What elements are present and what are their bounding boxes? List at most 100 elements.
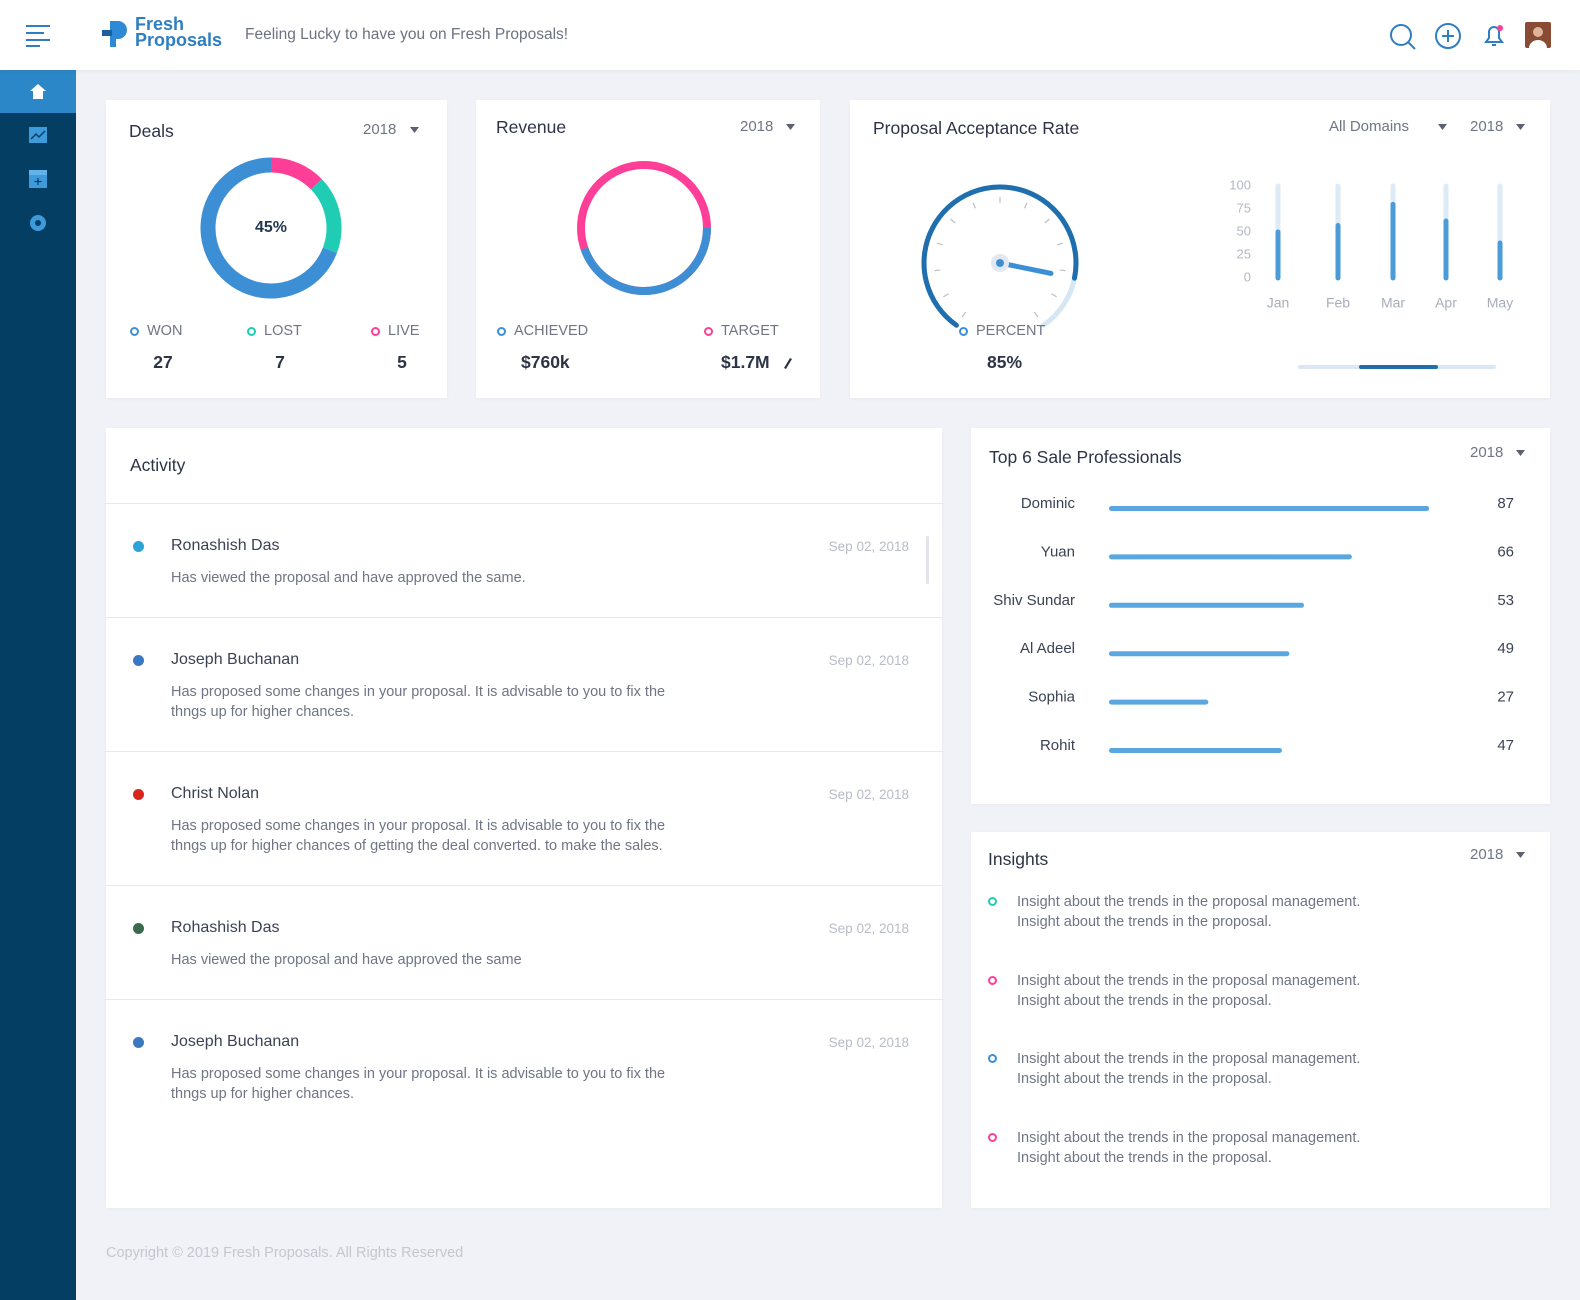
activity-date: Sep 02, 2018 xyxy=(828,921,909,936)
donut-segment xyxy=(270,157,322,190)
activity-icon xyxy=(133,655,144,666)
x-tick-label: Mar xyxy=(1381,295,1405,311)
gauge-tick xyxy=(1033,311,1039,318)
legend-dot xyxy=(988,975,997,985)
bar xyxy=(1109,748,1282,753)
gauge-tick xyxy=(943,293,949,298)
legend-value: 7 xyxy=(275,352,285,372)
insight-text: Insight about the trends in the proposal… xyxy=(1017,894,1361,930)
year-select[interactable]: 2018 xyxy=(740,118,774,135)
legend-label: TARGET xyxy=(721,323,779,339)
legend-dot xyxy=(704,327,713,336)
legend-value: 27 xyxy=(153,352,173,372)
insights-card: Insights 2018 Insight about the trends i… xyxy=(971,832,1550,1208)
y-tick-label: 100 xyxy=(1229,177,1251,192)
search-button[interactable] xyxy=(1388,22,1418,52)
nav-calendar[interactable] xyxy=(29,170,47,188)
year-select[interactable]: 2018 xyxy=(1470,846,1504,863)
gauge-tick xyxy=(934,269,941,272)
card-title: Proposal Acceptance Rate xyxy=(873,118,1080,138)
carousel-scroll[interactable] xyxy=(1298,364,1498,370)
activity-text: Has proposed some changes in your propos… xyxy=(171,684,666,720)
year-select[interactable]: 2018 xyxy=(1470,444,1504,461)
person-name: Dominic xyxy=(1021,495,1076,512)
activity-item: Rohashish Das Has viewed the proposal and… xyxy=(106,886,942,1000)
year-select[interactable]: 2018 xyxy=(1470,118,1504,135)
tagline: Feeling Lucky to have you on Fresh Propo… xyxy=(245,26,569,43)
caret xyxy=(786,124,795,130)
gauge-value xyxy=(921,184,1079,328)
bar xyxy=(1109,554,1352,560)
notifications-button[interactable] xyxy=(1480,22,1508,50)
x-tick-label: May xyxy=(1487,295,1513,311)
bar xyxy=(1109,699,1209,705)
activity-list: Ronashish Das Has viewed the proposal and… xyxy=(106,503,942,1104)
gauge-tick xyxy=(1024,202,1028,209)
gauge-tick xyxy=(1059,269,1066,272)
add-button[interactable] xyxy=(1434,22,1462,50)
legend-dot xyxy=(988,1132,997,1142)
domain-select[interactable]: All Domains xyxy=(1329,118,1410,135)
activity-item: Joseph Buchanan Has proposed some changes… xyxy=(106,618,942,752)
y-tick-label: 50 xyxy=(1237,223,1251,238)
legend-label: LIVE xyxy=(388,323,420,339)
sidebar xyxy=(0,70,76,1300)
bar xyxy=(1109,651,1290,657)
activity-name: Ronashish Das xyxy=(171,537,280,554)
activity-item: Christ Nolan Has proposed some changes in… xyxy=(106,752,942,886)
legend-value: $760k xyxy=(521,352,570,372)
year-select[interactable]: 2018 xyxy=(363,121,397,138)
gauge-hub-center xyxy=(996,259,1004,267)
activity-date: Sep 02, 2018 xyxy=(828,1035,909,1050)
activity-item: Ronashish Das Has viewed the proposal and… xyxy=(106,504,942,618)
activity-date: Sep 02, 2018 xyxy=(828,787,909,802)
legend-dot xyxy=(247,327,256,336)
card-title: Revenue xyxy=(496,117,567,137)
card-title: Activity xyxy=(130,455,186,475)
nav-analytics[interactable] xyxy=(29,127,47,143)
caret xyxy=(1438,124,1447,130)
caret xyxy=(1516,852,1525,858)
scrollbar[interactable] xyxy=(926,536,929,584)
gauge-tick xyxy=(936,242,943,246)
revenue-card: Revenue 2018 ACHIEVED $760k TARGET $1.7M xyxy=(476,100,820,398)
legend-value: 85% xyxy=(987,352,1023,372)
person-name: Sophia xyxy=(1028,689,1075,706)
menu-button[interactable] xyxy=(24,24,52,48)
legend-value: $1.7M xyxy=(721,352,770,372)
insight-text: Insight about the trends in the proposal… xyxy=(1017,1051,1361,1088)
acceptance-chart: 0 25 50 75 100 Jan Feb Mar Apr May xyxy=(921,177,1513,328)
legend-dot xyxy=(988,1054,997,1064)
avatar[interactable] xyxy=(1525,22,1551,48)
top-bar: Fresh Proposals Feeling Lucky to have yo… xyxy=(0,0,1580,70)
value-label: 49 xyxy=(1497,640,1514,657)
nav-settings[interactable] xyxy=(29,214,47,232)
bar xyxy=(1109,602,1305,608)
caret xyxy=(1516,124,1525,130)
deals-chart: 45% xyxy=(200,157,342,299)
card-title: Top 6 Sale Professionals xyxy=(989,447,1182,467)
legend-dot xyxy=(130,327,139,336)
value-label: 87 xyxy=(1497,495,1514,512)
home-icon xyxy=(30,84,46,99)
activity-name: Rohashish Das xyxy=(171,919,280,936)
deals-card: 45% Deals 2018 WON 27 LOST 7 LIVE 5 xyxy=(106,100,447,398)
revenue-chart xyxy=(577,161,792,369)
activity-name: Joseph Buchanan xyxy=(171,651,300,668)
x-tick-label: Feb xyxy=(1326,295,1350,311)
y-tick-label: 0 xyxy=(1244,269,1251,284)
brand-line: Fresh xyxy=(135,14,185,34)
gauge-tick xyxy=(1044,218,1050,224)
activity-icon xyxy=(133,1037,144,1048)
value-label: 53 xyxy=(1497,592,1514,609)
activity-name: Christ Nolan xyxy=(171,785,260,802)
nav-home[interactable] xyxy=(0,70,76,113)
legend-value: 5 xyxy=(397,352,407,372)
gauge-tick xyxy=(1057,242,1064,246)
x-tick-label: Apr xyxy=(1435,295,1457,311)
brand[interactable]: Fresh Proposals xyxy=(135,14,222,49)
insight-text: Insight about the trends in the proposal… xyxy=(1017,1129,1361,1166)
top-sales-card: Dominic 87 Yuan 66 Shiv Sundar 53 Al Adeel 49 So… xyxy=(971,428,1550,804)
legend-label: PERCENT xyxy=(976,323,1046,339)
